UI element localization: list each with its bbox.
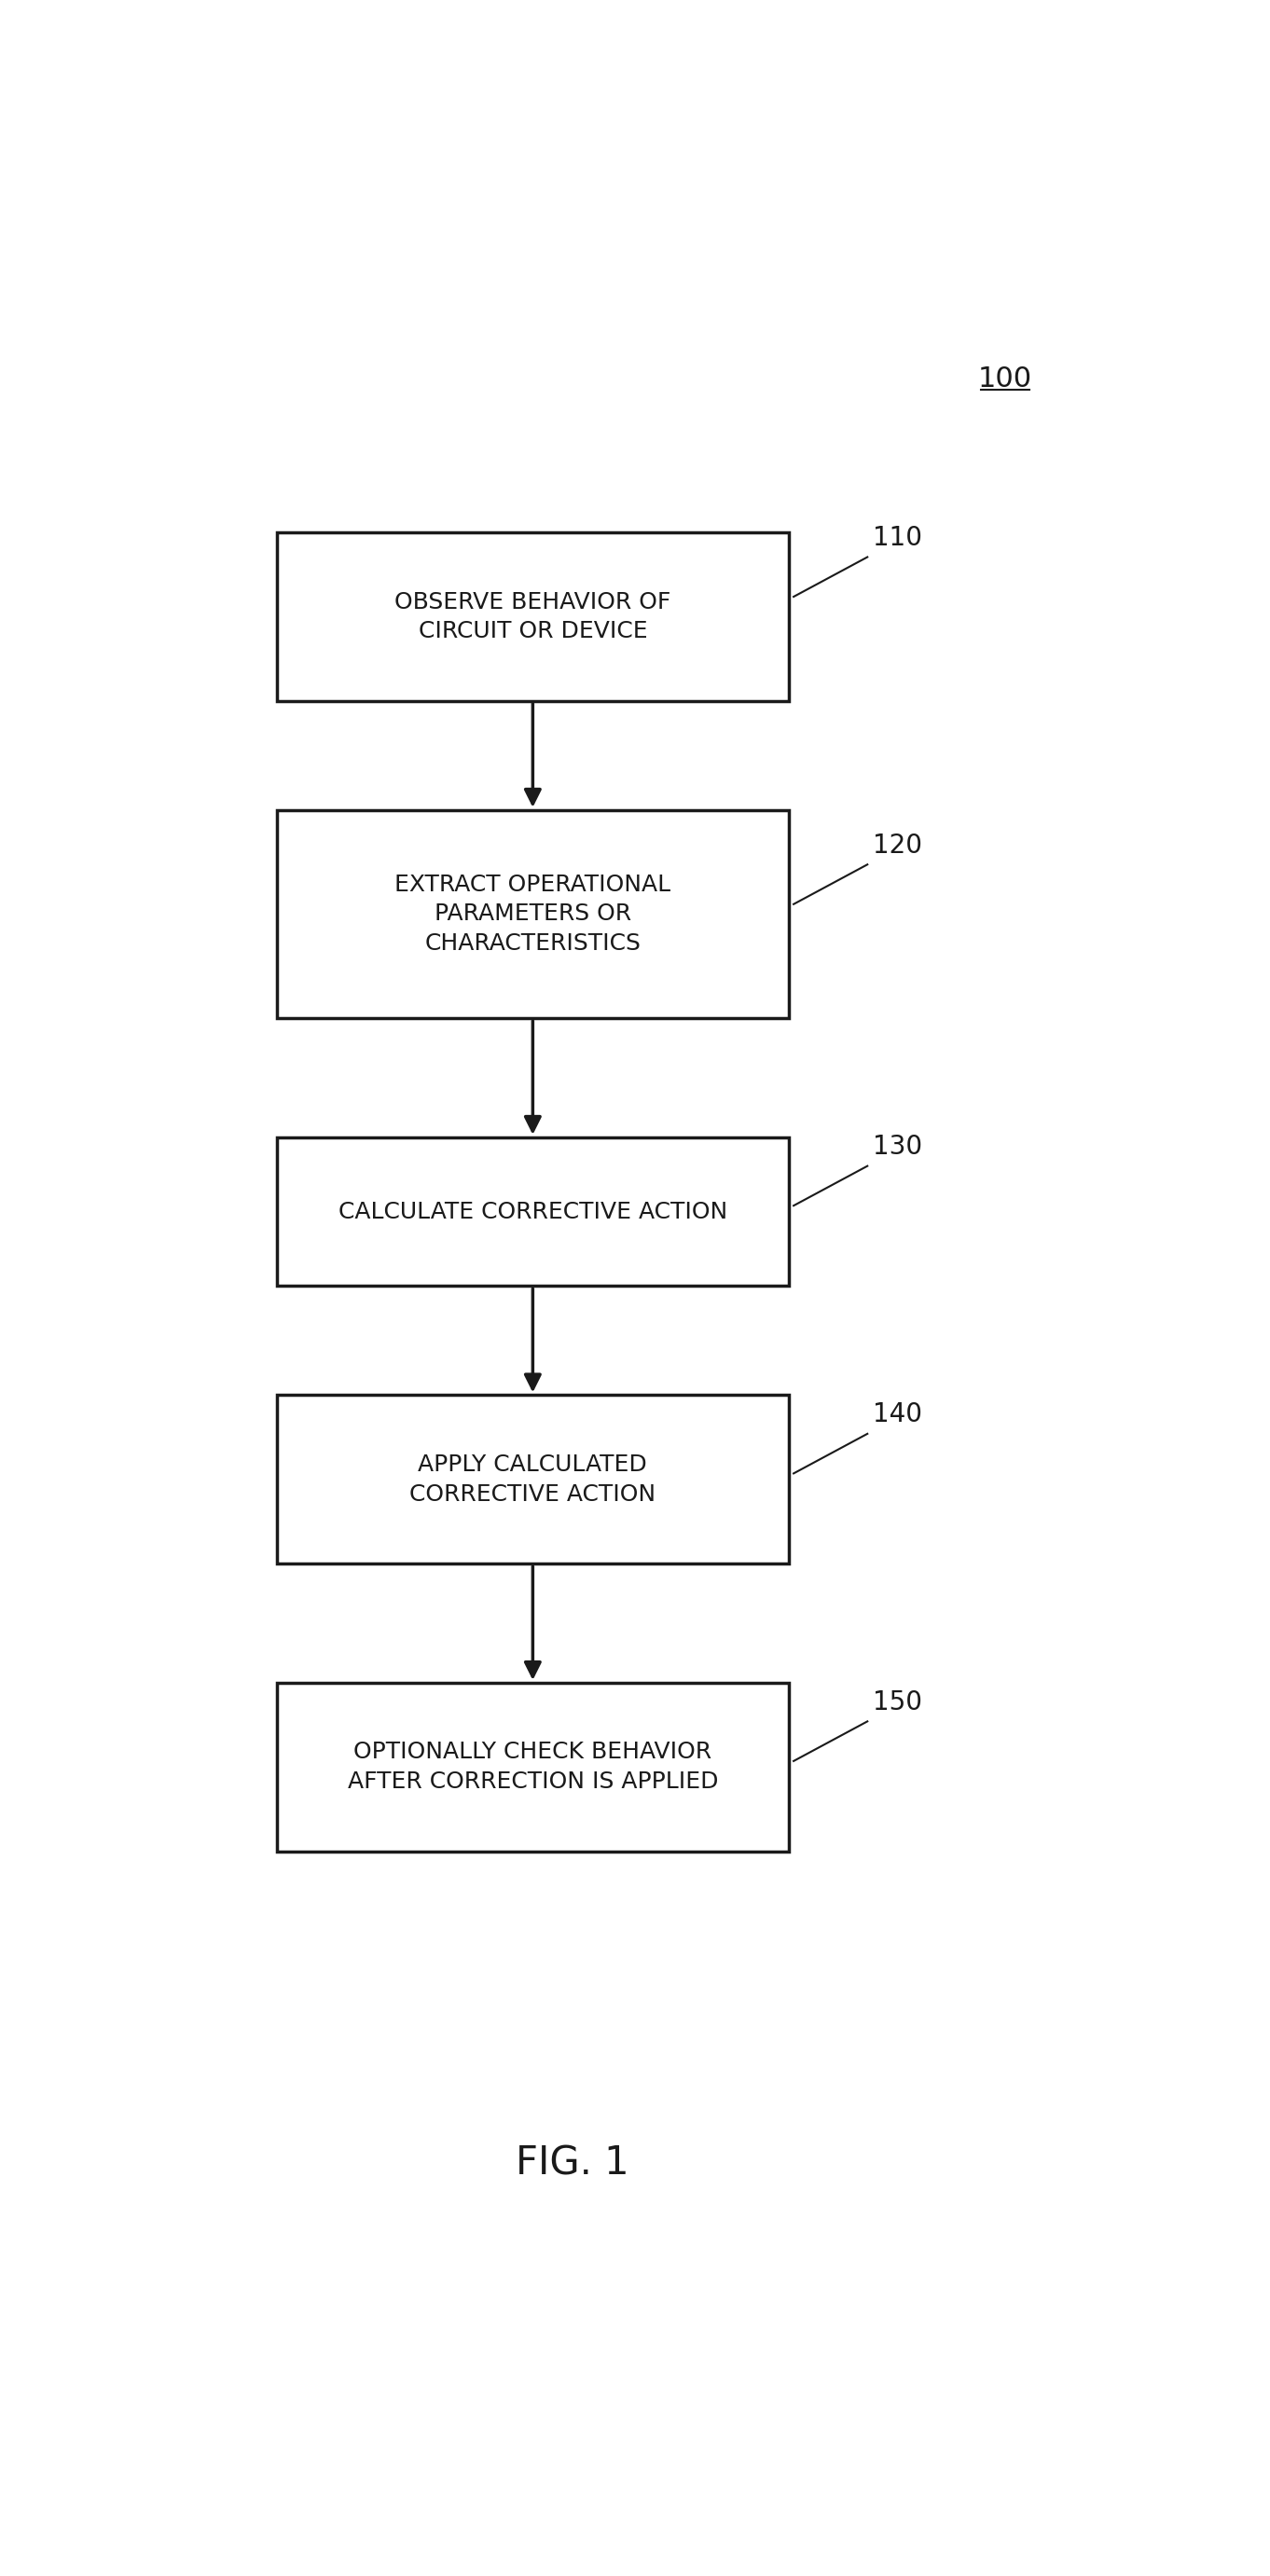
Text: 110: 110 [872,526,922,551]
Text: EXTRACT OPERATIONAL
PARAMETERS OR
CHARACTERISTICS: EXTRACT OPERATIONAL PARAMETERS OR CHARAC… [395,873,671,956]
Text: 130: 130 [872,1133,922,1159]
FancyBboxPatch shape [277,809,789,1018]
Text: 120: 120 [872,832,922,858]
FancyBboxPatch shape [277,1136,789,1285]
FancyBboxPatch shape [277,1682,789,1852]
Text: 140: 140 [872,1401,922,1427]
Text: OPTIONALLY CHECK BEHAVIOR
AFTER CORRECTION IS APPLIED: OPTIONALLY CHECK BEHAVIOR AFTER CORRECTI… [348,1741,718,1793]
Text: 150: 150 [872,1690,922,1716]
Text: OBSERVE BEHAVIOR OF
CIRCUIT OR DEVICE: OBSERVE BEHAVIOR OF CIRCUIT OR DEVICE [395,590,671,641]
FancyBboxPatch shape [277,1396,789,1564]
Text: APPLY CALCULATED
CORRECTIVE ACTION: APPLY CALCULATED CORRECTIVE ACTION [410,1453,655,1504]
Text: 100: 100 [978,366,1033,392]
FancyBboxPatch shape [277,533,789,701]
Text: FIG. 1: FIG. 1 [516,2143,629,2184]
Text: CALCULATE CORRECTIVE ACTION: CALCULATE CORRECTIVE ACTION [338,1200,728,1224]
